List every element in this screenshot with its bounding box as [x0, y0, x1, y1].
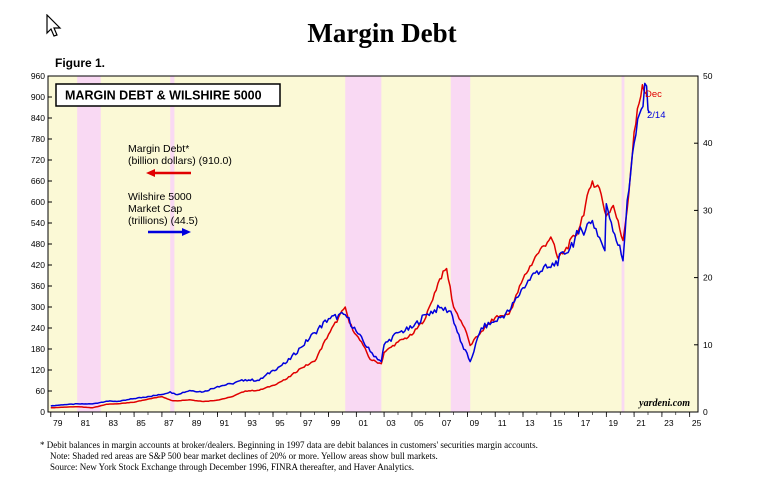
legend-red-arrow-head-icon [146, 169, 155, 177]
y-left-tick-label: 60 [36, 386, 46, 396]
bear-market-area [450, 76, 471, 412]
y-right-tick-label: 40 [703, 138, 713, 148]
bear-market-area [621, 76, 625, 412]
y-left-tick-label: 360 [31, 281, 45, 291]
x-tick-label: 99 [331, 418, 341, 428]
x-tick-label: 95 [275, 418, 285, 428]
y-left-tick-label: 900 [31, 92, 45, 102]
y-right-tick-label: 50 [703, 71, 713, 81]
x-tick-label: 81 [81, 418, 91, 428]
footnote-2: Note: Shaded red areas are S&P 500 bear … [50, 451, 438, 461]
x-tick-label: 87 [164, 418, 174, 428]
y-right-tick-label: 0 [703, 407, 708, 417]
y-right-tick-label: 10 [703, 340, 713, 350]
x-tick-label: 79 [53, 418, 63, 428]
y-right-tick-label: 20 [703, 273, 713, 283]
y-left-tick-label: 300 [31, 302, 45, 312]
x-tick-label: 25 [692, 418, 702, 428]
bear-market-area [77, 76, 101, 412]
y-left-tick-label: 480 [31, 239, 45, 249]
legend-wilshire-sub: Market Cap [128, 203, 182, 215]
y-right-tick-label: 30 [703, 205, 713, 215]
y-left-tick-label: 180 [31, 344, 45, 354]
legend-margin-debt-name: Margin Debt* [128, 143, 189, 155]
x-tick-label: 93 [247, 418, 257, 428]
x-tick-label: 21 [636, 418, 646, 428]
mouse-cursor-icon [46, 14, 62, 37]
x-tick-label: 01 [359, 418, 369, 428]
chart-title-box: MARGIN DEBT & WILSHIRE 5000 [55, 83, 281, 107]
bear-market-area [170, 76, 175, 412]
x-tick-label: 05 [414, 418, 424, 428]
y-left-tick-label: 840 [31, 113, 45, 123]
footnotes: * Debit balances in margin accounts at b… [40, 440, 740, 473]
x-tick-label: 19 [609, 418, 619, 428]
x-tick-label: 13 [525, 418, 535, 428]
x-tick-label: 97 [303, 418, 313, 428]
x-tick-label: 83 [109, 418, 119, 428]
y-left-tick-label: 120 [31, 365, 45, 375]
y-left-tick-label: 780 [31, 134, 45, 144]
legend-wilshire-unit: (trillions) (44.5) [128, 215, 198, 227]
y-left-tick-label: 420 [31, 260, 45, 270]
legend-wilshire: Wilshire 5000 Market Cap (trillions) (44… [128, 191, 198, 236]
source-watermark: yardeni.com [638, 398, 690, 409]
x-tick-label: 03 [386, 418, 396, 428]
annotation-dec: Dec [645, 89, 662, 100]
y-left-tick-label: 660 [31, 176, 45, 186]
x-tick-label: 09 [470, 418, 480, 428]
legend-margin-debt-unit: (billion dollars) (910.0) [128, 155, 232, 167]
legend-margin-debt: Margin Debt* (billion dollars) (910.0) [128, 143, 232, 177]
x-tick-label: 91 [220, 418, 230, 428]
y-left-tick-label: 600 [31, 197, 45, 207]
footnote-1: * Debit balances in margin accounts at b… [40, 440, 538, 450]
footnote-3: Source: New York Stock Exchange through … [50, 462, 415, 472]
margin-debt-chart: 0601201802403003604204805406006607207808… [31, 71, 713, 428]
y-left-tick-label: 240 [31, 323, 45, 333]
page-title: Margin Debt [307, 18, 457, 48]
y-left-tick-label: 960 [31, 71, 45, 81]
annotation-date: 2/14 [647, 110, 666, 121]
y-left-tick-label: 0 [40, 407, 45, 417]
x-tick-label: 15 [553, 418, 563, 428]
x-tick-label: 17 [581, 418, 591, 428]
x-tick-label: 85 [136, 418, 146, 428]
x-tick-label: 23 [664, 418, 674, 428]
wilshire-5000-line [50, 82, 651, 407]
y-left-tick-label: 720 [31, 155, 45, 165]
margin-debt-line [50, 84, 647, 409]
chart-title: MARGIN DEBT & WILSHIRE 5000 [65, 89, 262, 103]
x-tick-label: 11 [498, 418, 507, 428]
legend-wilshire-name: Wilshire 5000 [128, 191, 192, 203]
x-tick-label: 89 [192, 418, 202, 428]
x-tick-label: 07 [442, 418, 452, 428]
legend-blue-arrow-head-icon [182, 228, 191, 236]
y-left-tick-label: 540 [31, 218, 45, 228]
figure-label: Figure 1. [55, 56, 106, 70]
